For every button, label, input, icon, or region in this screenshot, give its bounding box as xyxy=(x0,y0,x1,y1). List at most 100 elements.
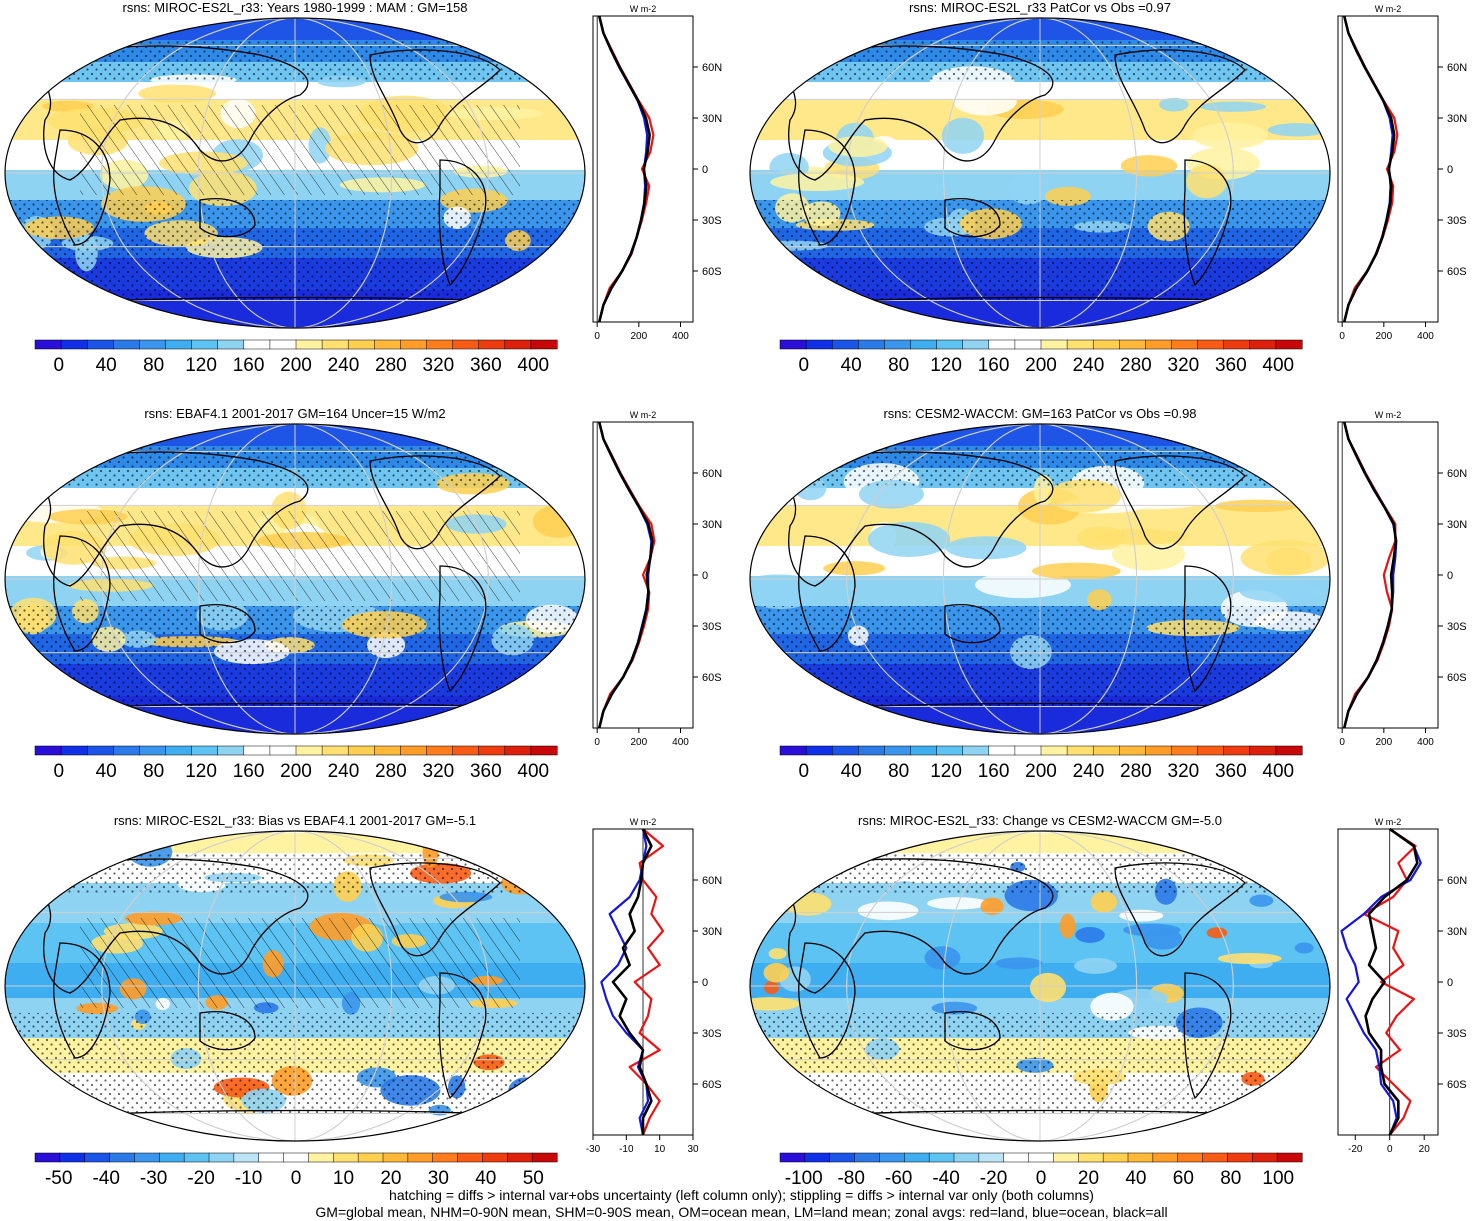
zonal-plot: W m-2 60N 30N 0 30S 60S 0 200 400 xyxy=(1337,4,1467,342)
colorbar-swatch xyxy=(779,339,807,350)
colorbar-label: 240 xyxy=(1073,355,1105,376)
stippling xyxy=(750,606,1330,706)
colorbar-swatch xyxy=(910,339,938,350)
colorbar-swatch xyxy=(1145,745,1173,756)
colorbar-swatch xyxy=(347,745,375,756)
colorbar-swatch xyxy=(374,339,401,350)
colorbar-swatch xyxy=(295,745,323,756)
map-field xyxy=(5,18,585,328)
y-tick-label: 0 xyxy=(702,570,708,582)
colorbar-label: 280 xyxy=(375,355,407,376)
colorbar-swatch xyxy=(805,339,833,350)
colorbar-label: 20 xyxy=(1078,1168,1099,1189)
colorbar-label: 200 xyxy=(280,355,312,376)
colorbar-label: 80 xyxy=(1220,1168,1241,1189)
colorbar-swatch xyxy=(269,745,297,756)
colorbar-label: 240 xyxy=(328,355,360,376)
colorbar-swatch xyxy=(829,1152,856,1163)
panel-graphics: W m-2 60N 30N 0 30S 60S -20 0 20 -100 -80 -60 -40 -20… xyxy=(749,817,1467,1189)
stippling xyxy=(750,200,1330,300)
colorbar-swatch xyxy=(1197,745,1225,756)
colorbar-swatch xyxy=(347,339,375,350)
colorbar-swatch xyxy=(504,745,532,756)
colorbar-swatch xyxy=(854,1152,880,1163)
colorbar-swatch xyxy=(1152,1152,1179,1163)
colorbar-label: 240 xyxy=(1073,761,1105,782)
colorbar-label: 360 xyxy=(470,355,502,376)
map-field xyxy=(5,424,585,734)
zonal-plot: W m-2 60N 30N 0 30S 60S 0 200 400 xyxy=(592,4,722,342)
map-field xyxy=(5,831,585,1141)
colorbar-swatch xyxy=(804,1152,831,1163)
colorbar-swatch xyxy=(1014,339,1042,350)
colorbar-swatch xyxy=(333,1152,359,1163)
stippling xyxy=(5,853,585,893)
panel-title: rsns: MIROC-ES2L_r33 PatCor vs Obs =0.97 xyxy=(909,0,1171,15)
colorbar-swatch xyxy=(910,745,938,756)
zonal-unit-label: W m-2 xyxy=(630,817,657,827)
zonal-plot: W m-2 60N 30N 0 30S 60S -20 0 20 xyxy=(1337,817,1467,1155)
colorbar-swatch xyxy=(936,339,964,350)
zonal-unit-label: W m-2 xyxy=(630,4,657,14)
colorbar-swatch xyxy=(60,339,88,350)
colorbar-label: 320 xyxy=(1168,355,1200,376)
series-line-all xyxy=(597,421,654,729)
y-tick-label: 60S xyxy=(1447,266,1467,278)
y-tick-label: 0 xyxy=(1447,570,1453,582)
colorbar-swatch xyxy=(962,339,990,350)
y-tick-label: 30N xyxy=(1447,926,1467,938)
colorbar-label: 320 xyxy=(423,355,455,376)
x-tick-label: 10 xyxy=(654,1144,666,1155)
colorbar-swatch xyxy=(426,339,454,350)
colorbar-swatch xyxy=(34,745,62,756)
colorbar-swatch xyxy=(530,339,558,350)
colorbar-swatch xyxy=(1066,745,1094,756)
colorbar-swatch xyxy=(1171,745,1199,756)
colorbar-label: 400 xyxy=(1262,355,1294,376)
colorbar-label: -100 xyxy=(785,1168,823,1189)
colorbar-swatch xyxy=(478,745,506,756)
colorbar-swatch xyxy=(34,1152,61,1163)
colorbar-swatch xyxy=(904,1152,930,1163)
panel-graphics: W m-2 60N 30N 0 30S 60S 0 200 400 0 40 80 120 160 200 2… xyxy=(4,4,722,376)
colorbar-label: 280 xyxy=(1120,761,1152,782)
colorbar: 0 40 80 120 160 200 240 280 320 360 400 xyxy=(779,745,1303,782)
colorbar-label: 80 xyxy=(888,355,909,376)
map-border xyxy=(749,830,1331,1142)
colorbar-swatch xyxy=(109,1152,135,1163)
x-tick-label: 0 xyxy=(594,331,600,342)
colorbar-swatch xyxy=(531,1152,558,1163)
y-tick-label: 60N xyxy=(1447,468,1467,480)
colorbar-swatch xyxy=(884,745,912,756)
x-tick-label: -30 xyxy=(586,1144,601,1155)
colorbar-swatch xyxy=(530,745,558,756)
colorbar-swatch xyxy=(1053,1152,1079,1163)
colorbar-label: -10 xyxy=(235,1168,262,1189)
colorbar-swatch xyxy=(953,1152,980,1163)
colorbar-swatch xyxy=(113,745,140,756)
x-tick-label: 30 xyxy=(687,1144,699,1155)
panel-p5: rsns: MIROC-ES2L_r33: Bias vs EBAF4.1 20… xyxy=(0,813,741,1217)
colorbar: -50 -40 -30 -20 -10 0 10 20 30 40 50 xyxy=(34,1152,558,1189)
colorbar-swatch xyxy=(321,339,349,350)
colorbar-swatch xyxy=(86,339,114,350)
colorbar-swatch xyxy=(1028,1152,1054,1163)
y-tick-label: 60N xyxy=(1447,62,1467,74)
series-line-all xyxy=(1342,421,1398,729)
x-tick-label: 200 xyxy=(1375,737,1392,748)
y-tick-label: 30S xyxy=(702,1028,722,1040)
colorbar-swatch xyxy=(1252,1152,1278,1163)
colorbar-swatch xyxy=(1092,339,1120,350)
colorbar-label: 320 xyxy=(1168,761,1200,782)
y-tick-label: 60S xyxy=(702,672,722,684)
panel-graphics: W m-2 60N 30N 0 30S 60S 0 200 400 0 40 80 120 160 200 2… xyxy=(749,410,1467,782)
colorbar-swatch xyxy=(134,1152,160,1163)
colorbar-swatch xyxy=(258,1152,285,1163)
map-border xyxy=(4,17,586,329)
x-tick-label: 0 xyxy=(1339,331,1345,342)
colorbar-swatch xyxy=(1078,1152,1104,1163)
colorbar-swatch xyxy=(59,1152,86,1163)
colorbar-swatch xyxy=(1119,339,1146,350)
colorbar-swatch xyxy=(1171,339,1199,350)
colorbar-swatch xyxy=(217,745,245,756)
